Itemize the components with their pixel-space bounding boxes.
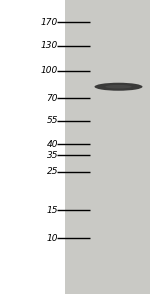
Text: 35: 35 — [46, 151, 58, 160]
Bar — [65, 0, 150, 294]
Text: 70: 70 — [46, 94, 58, 103]
Text: 100: 100 — [41, 66, 58, 75]
Text: 25: 25 — [46, 168, 58, 176]
Text: 130: 130 — [41, 41, 58, 50]
Ellipse shape — [94, 83, 142, 91]
Ellipse shape — [105, 85, 132, 88]
Text: 40: 40 — [46, 140, 58, 148]
Text: 15: 15 — [46, 206, 58, 215]
Text: 55: 55 — [46, 116, 58, 125]
Text: 170: 170 — [41, 18, 58, 26]
Text: 10: 10 — [46, 234, 58, 243]
